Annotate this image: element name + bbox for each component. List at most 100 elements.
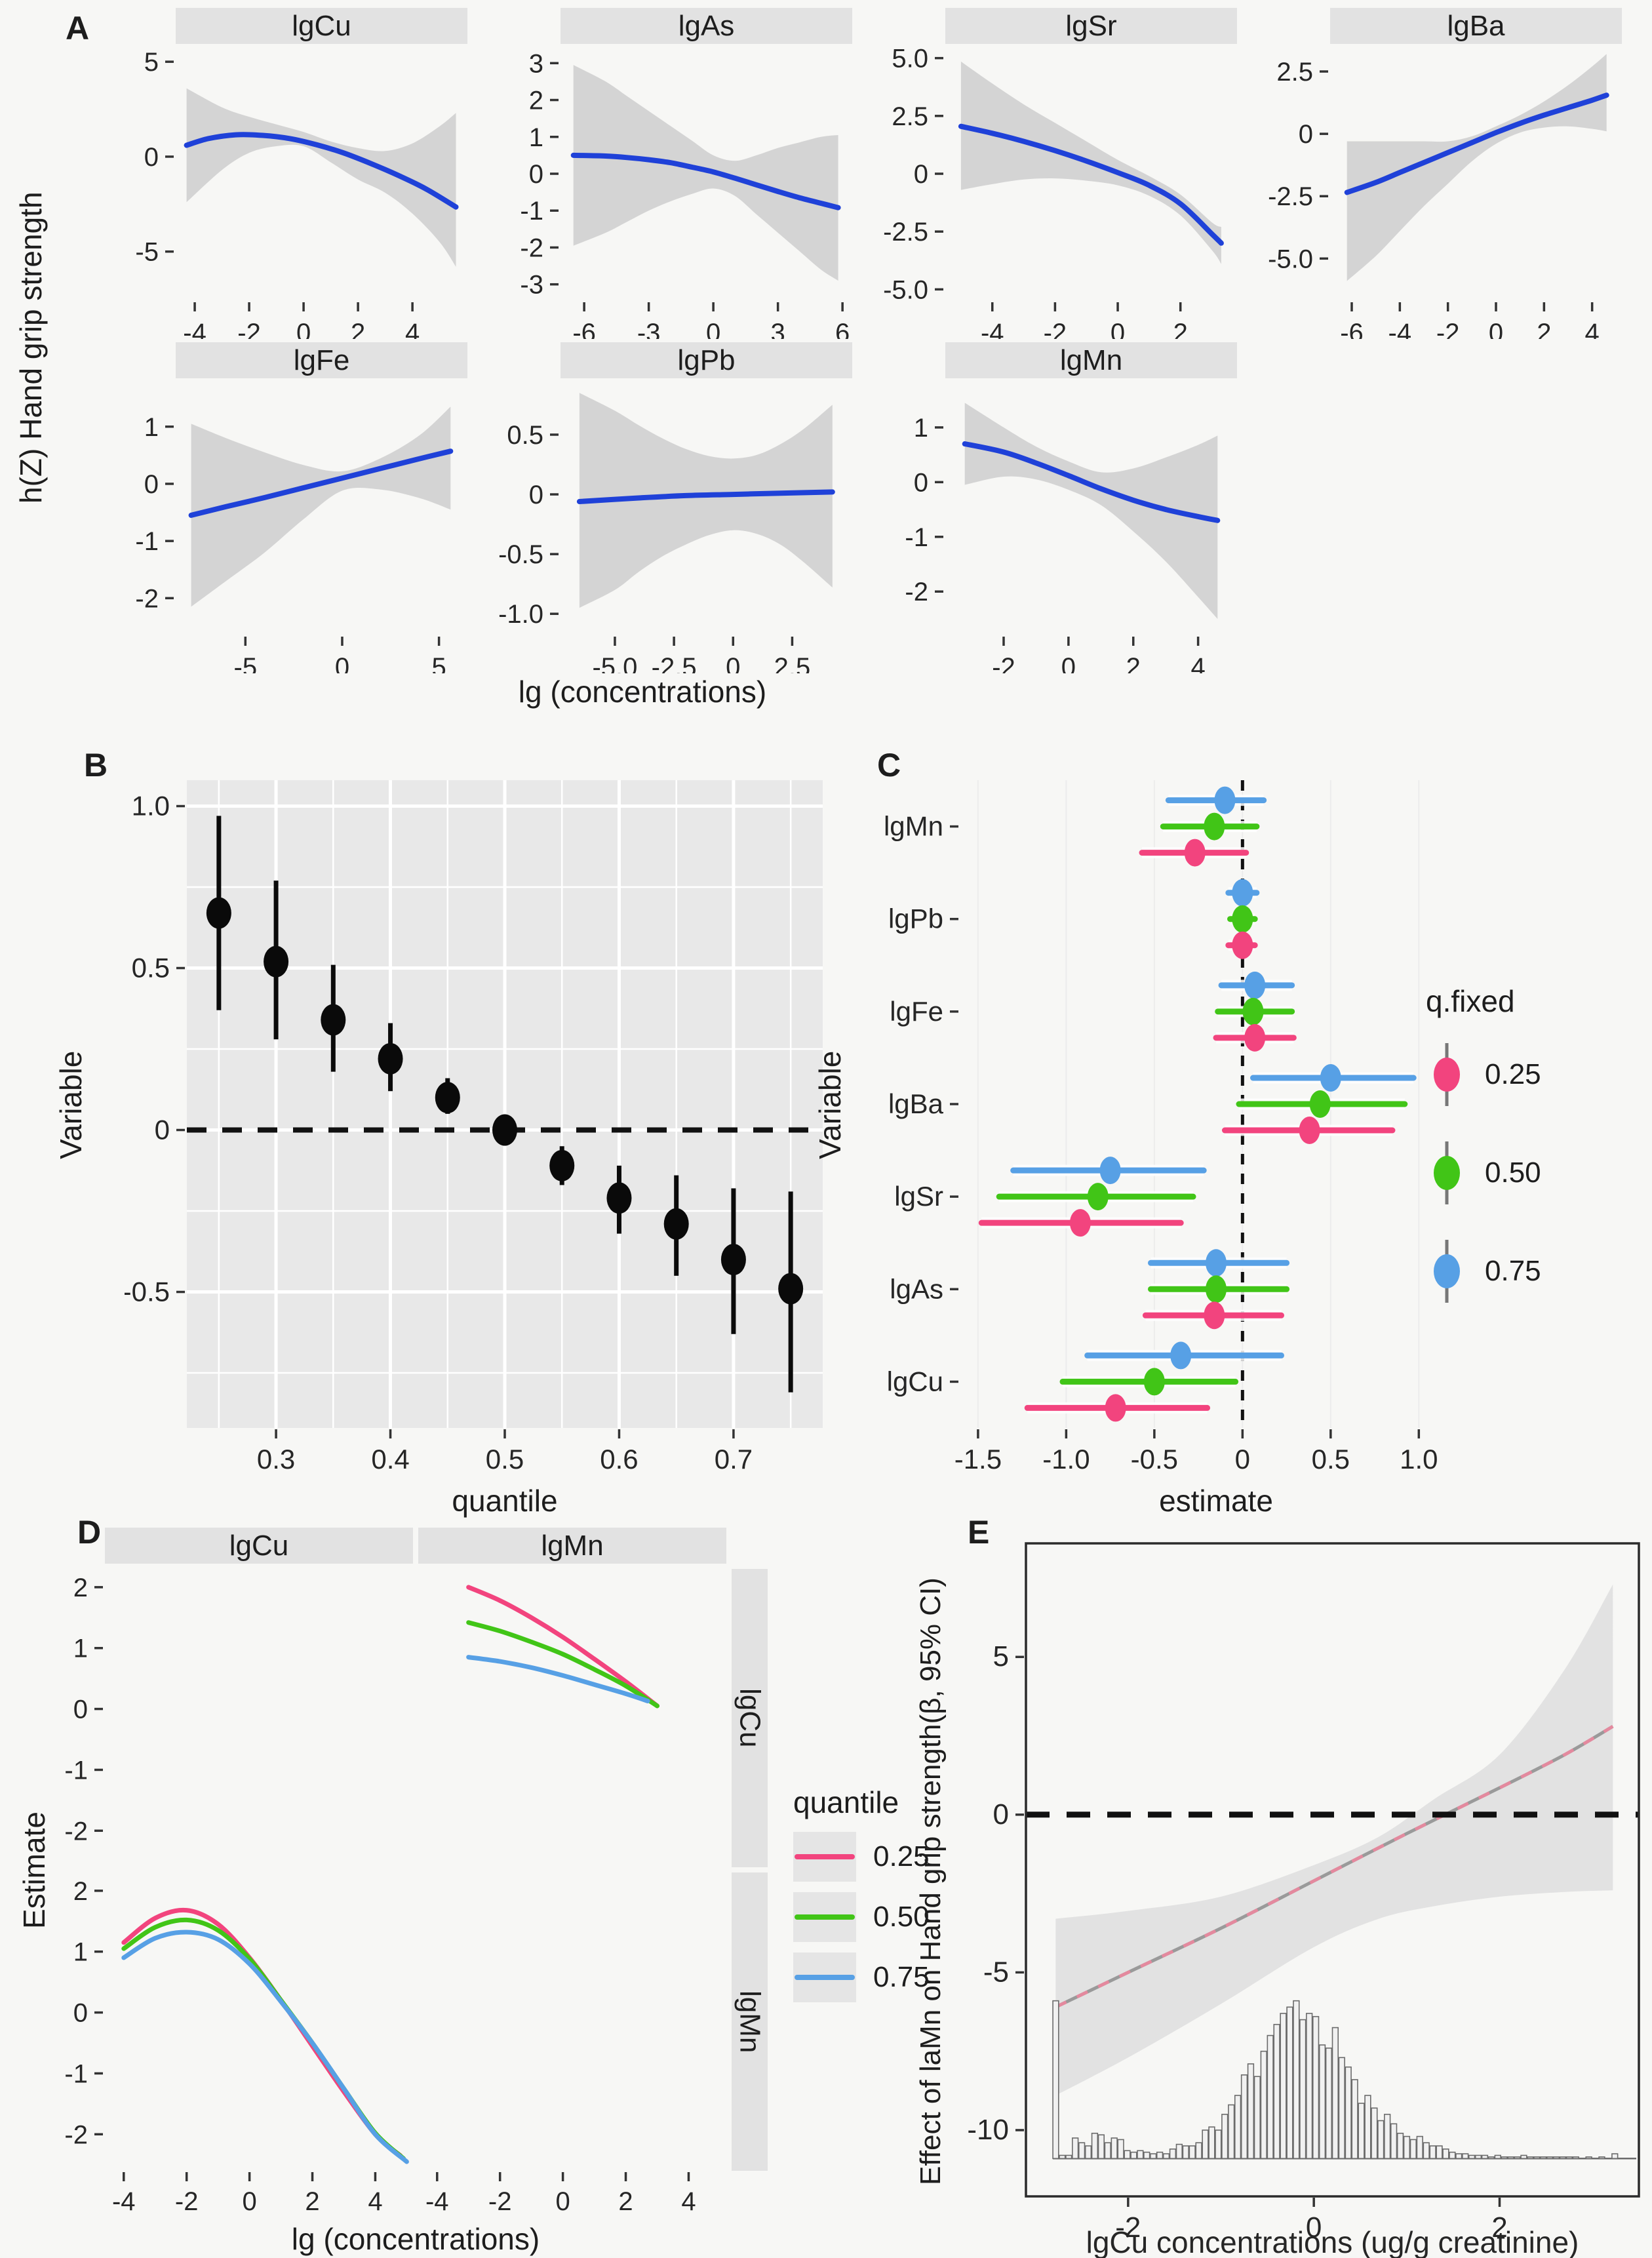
category-label: lgBa bbox=[888, 1088, 944, 1119]
lgMn-smooth-curve bbox=[962, 441, 1221, 523]
svg-text:0: 0 bbox=[914, 160, 928, 189]
histogram-bar bbox=[1240, 2074, 1248, 2160]
svg-text:5: 5 bbox=[144, 48, 159, 77]
pointrange-swatch-q75 bbox=[1434, 1240, 1460, 1303]
lgBa-point-q50 bbox=[1309, 1090, 1331, 1118]
effect-line-dashed-overlay bbox=[1055, 1724, 1614, 2009]
svg-text:0.3: 0.3 bbox=[257, 1444, 295, 1475]
histogram-bar bbox=[1215, 2129, 1222, 2160]
panel-a-facet-lgpb: lgPb -5.0 -2.5 0 2.5 0.5 0 -0.5 -1.0 bbox=[482, 342, 852, 673]
svg-text:2: 2 bbox=[73, 1574, 88, 1602]
svg-text:4: 4 bbox=[1190, 653, 1205, 673]
histogram-bar bbox=[1527, 2156, 1534, 2160]
svg-text:-5.0: -5.0 bbox=[883, 275, 928, 304]
svg-text:-0.5: -0.5 bbox=[125, 1277, 170, 1307]
histogram-bar bbox=[1565, 2156, 1573, 2160]
svg-text:-2.5: -2.5 bbox=[652, 653, 697, 673]
svg-text:0: 0 bbox=[1489, 319, 1503, 339]
histogram-bar bbox=[1474, 2154, 1482, 2160]
svg-text:3: 3 bbox=[529, 49, 543, 78]
svg-text:0.5: 0.5 bbox=[132, 953, 170, 983]
svg-text:0.5: 0.5 bbox=[507, 421, 543, 450]
legend-item-q50: 0.50 bbox=[1426, 1124, 1541, 1222]
histogram-bar bbox=[1234, 2095, 1242, 2160]
facet-strip-lgmn: lgMn bbox=[945, 342, 1237, 378]
panel-a-facet-lgas: lgAs -6 -3 0 3 6 3 2 1 0 -1 -2 -3 bbox=[482, 8, 852, 339]
panel-a-lgfe-plot: -5 0 510-1-2 bbox=[135, 406, 454, 673]
estimate-point bbox=[606, 1182, 632, 1214]
svg-text:6: 6 bbox=[835, 319, 850, 339]
histogram-bar bbox=[1137, 2150, 1144, 2160]
line-swatch-q25 bbox=[793, 1832, 856, 1882]
histogram-bar bbox=[1487, 2156, 1495, 2160]
histogram-bar bbox=[1267, 2034, 1274, 2160]
histogram-bar bbox=[1299, 2019, 1307, 2160]
histogram-bar bbox=[1501, 2156, 1508, 2160]
svg-text:1.0: 1.0 bbox=[1400, 1444, 1438, 1475]
category-label: lgSr bbox=[894, 1181, 943, 1212]
svg-text:-5: -5 bbox=[234, 653, 258, 673]
lgSr-point-q75 bbox=[1099, 1157, 1121, 1185]
svg-text:2: 2 bbox=[1491, 2211, 1507, 2244]
svg-text:0: 0 bbox=[335, 653, 349, 673]
svg-text:1: 1 bbox=[73, 1938, 88, 1967]
svg-text:-2: -2 bbox=[175, 2187, 199, 2216]
panel-c-ylabel: Variable bbox=[813, 1050, 847, 1159]
histogram-bar bbox=[1150, 2153, 1157, 2160]
svg-text:2: 2 bbox=[529, 87, 543, 115]
legend-item-quantile-025: 0.25 bbox=[793, 1827, 930, 1887]
histogram-bar bbox=[1286, 2006, 1293, 2160]
panel-d-legend: quantile 0.25 0.50 0.75 bbox=[793, 1785, 930, 2008]
svg-text:0.5: 0.5 bbox=[486, 1444, 524, 1475]
histogram-bar bbox=[1091, 2132, 1099, 2160]
legend-item-quantile-075: 0.75 bbox=[793, 1947, 930, 2008]
histogram-bar bbox=[1611, 2153, 1619, 2160]
svg-text:2.5: 2.5 bbox=[892, 102, 928, 131]
estimate-point bbox=[663, 1208, 689, 1240]
svg-text:-10: -10 bbox=[967, 2114, 1009, 2146]
histogram-bar bbox=[1253, 2076, 1261, 2160]
svg-text:2: 2 bbox=[618, 2187, 633, 2216]
histogram-bar bbox=[1072, 2137, 1079, 2160]
svg-text:-6: -6 bbox=[1340, 319, 1364, 339]
histogram-bar bbox=[1208, 2126, 1215, 2160]
svg-text:-4: -4 bbox=[112, 2187, 136, 2216]
histogram-bar bbox=[1130, 2151, 1137, 2160]
svg-text:-5: -5 bbox=[135, 238, 159, 267]
svg-text:0: 0 bbox=[144, 470, 159, 499]
histogram-bar bbox=[1507, 2156, 1514, 2160]
lgFe-smooth-curve bbox=[188, 448, 454, 518]
lgCu-smooth-curve bbox=[184, 132, 459, 210]
histogram-bar bbox=[1390, 2123, 1398, 2160]
svg-text:-0.5: -0.5 bbox=[498, 540, 543, 569]
svg-text:0: 0 bbox=[296, 319, 311, 339]
estimate-point bbox=[206, 897, 231, 929]
histogram-bar bbox=[1364, 2095, 1371, 2160]
histogram-bar bbox=[1078, 2142, 1086, 2160]
histogram-bar bbox=[1384, 2114, 1391, 2160]
svg-text:0: 0 bbox=[144, 143, 159, 172]
histogram-bar bbox=[1585, 2156, 1592, 2160]
svg-text:-2: -2 bbox=[488, 2187, 512, 2216]
histogram-bar bbox=[1195, 2142, 1202, 2160]
histogram-bar bbox=[1481, 2154, 1489, 2160]
lgFe-ci-band bbox=[191, 406, 451, 607]
svg-text:-5.0: -5.0 bbox=[1268, 245, 1313, 273]
histogram-bar bbox=[1169, 2149, 1177, 2160]
svg-text:0: 0 bbox=[73, 1695, 88, 1724]
histogram-bar bbox=[1059, 2154, 1066, 2160]
facet-strip-lgfe: lgFe bbox=[176, 342, 467, 378]
histogram-bar bbox=[1423, 2142, 1430, 2160]
panel-d-legend-title: quantile bbox=[793, 1785, 899, 1819]
svg-text:2: 2 bbox=[73, 1877, 88, 1906]
facet-col-strip-lgmn: lgMn bbox=[418, 1528, 726, 1564]
facet-strip-lgba: lgBa bbox=[1330, 8, 1622, 44]
svg-text:0.5: 0.5 bbox=[1312, 1444, 1350, 1475]
estimate-point bbox=[435, 1082, 460, 1114]
svg-text:0: 0 bbox=[529, 481, 543, 509]
panel-a-lgpb-plot: -5.0 -2.5 0 2.5 0.5 0 -0.5 -1.0 bbox=[498, 393, 835, 673]
panel-e-ylabel: Effect of laMn on Hand grip strength(β, … bbox=[914, 1577, 947, 2186]
legend-item-q75: 0.75 bbox=[1426, 1222, 1541, 1320]
svg-text:0: 0 bbox=[1111, 319, 1125, 339]
estimate-point bbox=[492, 1114, 517, 1146]
